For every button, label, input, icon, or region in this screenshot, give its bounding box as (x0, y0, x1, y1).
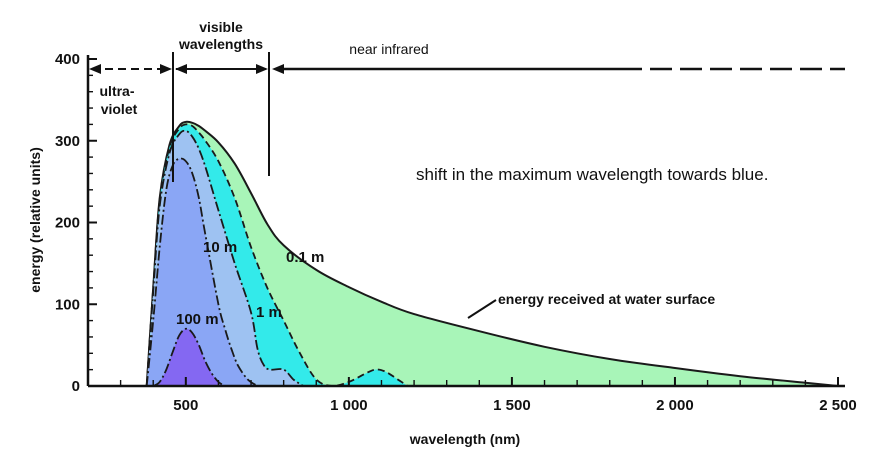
x-axis-title: wavelength (nm) (409, 431, 520, 447)
spectral-bands (89, 52, 845, 182)
y-tick-label: 300 (55, 133, 80, 150)
y-axis-title: energy (relative units) (27, 147, 43, 293)
x-tick-label: 1 500 (493, 397, 531, 414)
curve-1m (145, 129, 304, 387)
surface-callout-leader (467, 299, 497, 319)
blue-shift-note: shift in the maximum wavelength towards … (416, 165, 768, 184)
y-tick-label: 100 (55, 296, 80, 313)
uv-arrow-right-head (160, 64, 172, 74)
area-100m (153, 328, 225, 386)
area-surface (146, 121, 838, 386)
uv-label-line2: violet (101, 101, 138, 117)
infrared-arrow-head (272, 64, 284, 74)
depth-label-0.1m: 0.1 m (286, 249, 324, 266)
y-tick-label: 200 (55, 215, 80, 232)
visible-arrow-right-head (256, 64, 268, 74)
depth-label-10m: 10 m (203, 239, 237, 256)
x-tick-label: 1 000 (330, 397, 368, 414)
uv-label-line1: ultra- (100, 83, 135, 99)
axis-ticks: 500 1 000 1 500 2 000 2 500 0 100 200 300 400 (55, 51, 857, 414)
infrared-label: near infrared (349, 41, 428, 57)
visible-label-line2: wavelengths (178, 36, 263, 52)
x-tick-label: 2 500 (819, 397, 857, 414)
uv-arrow-left-head (89, 64, 101, 74)
x-tick-label: 2 000 (656, 397, 694, 414)
y-tick-label: 400 (55, 51, 80, 68)
curve-100m (152, 327, 226, 387)
depth-label-1m: 1 m (256, 304, 282, 321)
visible-arrow-left-head (175, 64, 187, 74)
curve-10m (145, 157, 259, 387)
curve-surface (145, 120, 839, 387)
visible-label-line1: visible (199, 19, 243, 35)
depth-label-100m: 100 m (176, 311, 219, 328)
area-10m (146, 158, 258, 386)
y-tick-label: 0 (72, 378, 80, 395)
surface-callout-text: energy received at water surface (498, 291, 715, 307)
x-tick-label: 500 (173, 397, 198, 414)
depth-curves (145, 120, 839, 387)
